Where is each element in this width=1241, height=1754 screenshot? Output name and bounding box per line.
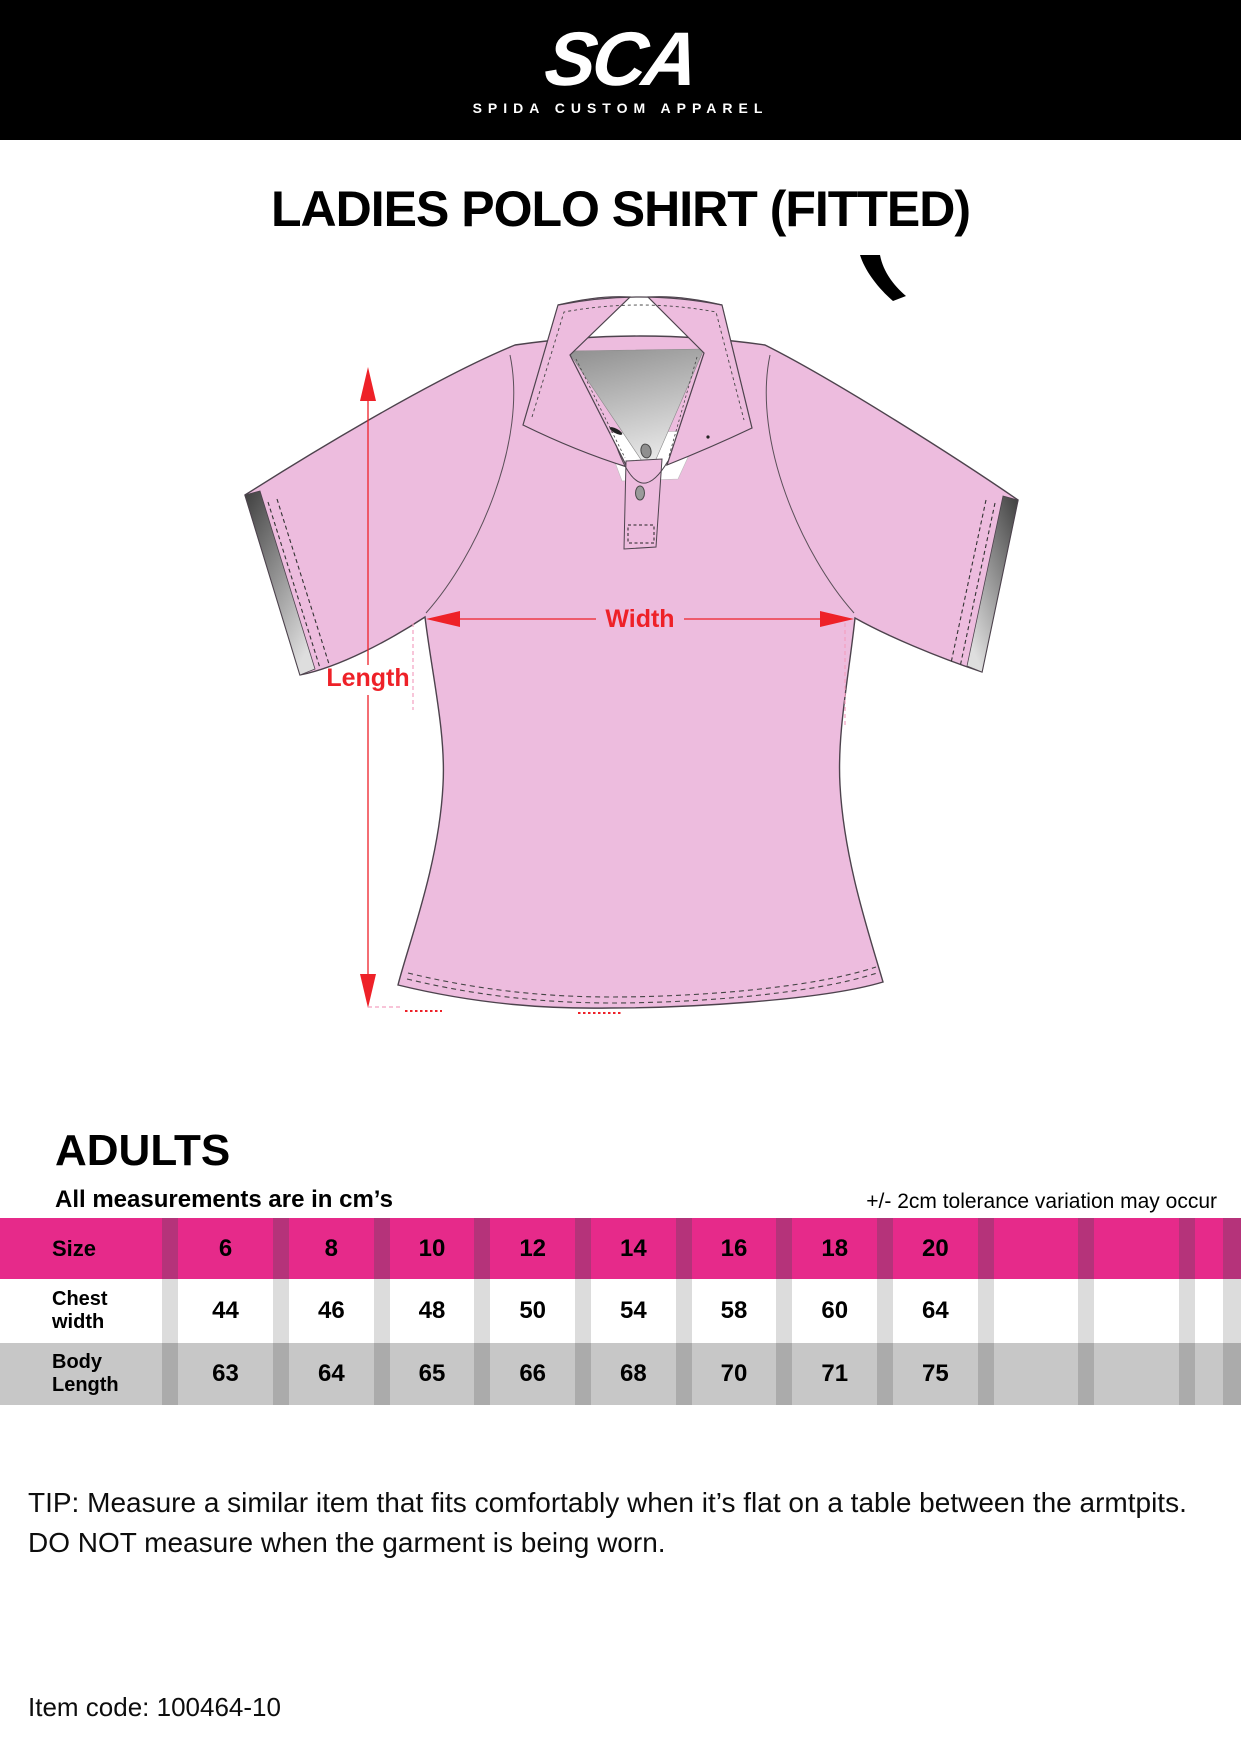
size-cell: 16 — [720, 1234, 748, 1262]
hem-stitching — [406, 966, 878, 1004]
brand-header: SCA SPIDA CUSTOM APPAREL — [0, 0, 1241, 140]
width-measure-label: Width — [605, 605, 675, 633]
polo-shirt-illustration — [244, 255, 1019, 1014]
chest-value-cell: 46 — [317, 1297, 345, 1324]
size-table: Size 6 8 10 12 14 16 18 20 — [0, 1218, 1241, 1405]
size-cell: 10 — [418, 1234, 446, 1262]
chest-value-cell: 58 — [720, 1297, 748, 1324]
body-value-cell: 63 — [212, 1360, 239, 1387]
item-code: Item code: 100464-10 — [28, 1692, 281, 1722]
brand-tagline: SPIDA CUSTOM APPAREL — [472, 100, 769, 117]
chest-value-cell: 64 — [922, 1297, 949, 1324]
sca-logo: SCA — [540, 16, 701, 102]
body-value-cell: 64 — [317, 1360, 345, 1387]
body-value-cell: 68 — [620, 1360, 647, 1387]
page-title: LADIES POLO SHIRT (FITTED) — [271, 181, 971, 237]
size-cell — [1094, 1218, 1179, 1279]
button-top — [640, 443, 652, 459]
shirt-body — [244, 335, 1019, 1009]
adults-heading: ADULTS — [55, 1126, 231, 1175]
chest-value-cell: 50 — [519, 1297, 547, 1324]
body-value-cell: 75 — [922, 1360, 949, 1387]
size-cell — [994, 1218, 1079, 1279]
table-row-chest-width: Chest width 44 46 48 50 54 58 60 64 — [0, 1279, 1241, 1343]
sleeve-cuffs — [244, 490, 1019, 676]
size-header-cell: Size — [52, 1235, 97, 1261]
tolerance-note: +/- 2cm tolerance variation may occur — [866, 1190, 1217, 1213]
tip-line-1: TIP: Measure a similar item that fits co… — [28, 1487, 1187, 1518]
body-value-cell — [1094, 1343, 1179, 1405]
button-bottom — [635, 485, 645, 501]
chest-value-cell — [1094, 1279, 1179, 1343]
chest-value-cell: 54 — [620, 1297, 647, 1324]
body-value-cell — [994, 1343, 1079, 1405]
polo-shirt-diagram: Width Length — [180, 255, 1040, 1020]
length-measure-label: Length — [326, 664, 410, 692]
table-row-body-length: Body Length 63 64 65 66 68 70 71 75 — [0, 1343, 1241, 1405]
measurements-note: All measurements are in cm’s — [55, 1186, 393, 1213]
guide-dashes — [368, 623, 846, 1014]
size-cell: 8 — [324, 1234, 339, 1262]
collar — [522, 296, 753, 468]
chest-value-cell — [1195, 1279, 1223, 1343]
body-value-cell: 71 — [821, 1360, 849, 1387]
chest-value-cell: 44 — [212, 1297, 239, 1324]
chest-value-cell: 60 — [821, 1297, 849, 1324]
tip-line-2: DO NOT measure when the garment is being… — [28, 1526, 666, 1558]
length-arrow — [360, 367, 376, 1008]
size-cell: 18 — [821, 1234, 849, 1262]
chest-value-cell — [994, 1279, 1079, 1343]
decorative-swoosh — [860, 255, 906, 301]
body-value-cell: 66 — [519, 1360, 547, 1387]
body-length-label: Body Length — [52, 1351, 119, 1396]
body-value-cell: 65 — [418, 1360, 446, 1387]
size-cell: 14 — [620, 1234, 647, 1262]
placket — [609, 427, 710, 550]
width-arrow — [426, 611, 854, 627]
buttonhole-mark — [609, 427, 623, 435]
size-cell: 20 — [922, 1234, 949, 1262]
size-cell — [1195, 1218, 1223, 1279]
size-cell: 12 — [519, 1234, 547, 1262]
chest-width-label: Chest width — [52, 1288, 108, 1333]
table-row-sizes: Size 6 8 10 12 14 16 18 20 — [0, 1218, 1241, 1279]
chest-value-cell: 48 — [418, 1297, 446, 1324]
body-value-cell: 70 — [720, 1360, 748, 1387]
body-value-cell — [1195, 1343, 1223, 1405]
measuring-tip: TIP: Measure a similar item that fits co… — [28, 1483, 1188, 1563]
size-cell: 6 — [218, 1234, 233, 1262]
